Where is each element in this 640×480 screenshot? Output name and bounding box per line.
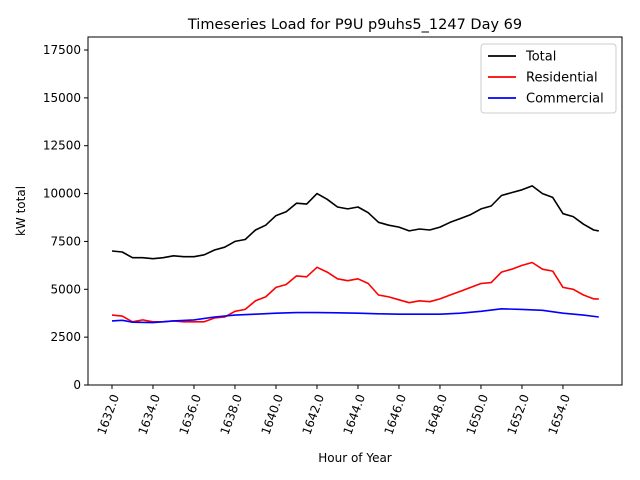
x-tick-label: 1640.0 — [259, 392, 287, 436]
y-axis-label: kW total — [14, 186, 28, 236]
x-tick-label: 1642.0 — [300, 392, 328, 436]
x-tick-label: 1650.0 — [464, 392, 492, 436]
chart-title: Timeseries Load for P9U p9uhs5_1247 Day … — [187, 17, 522, 33]
x-tick-label: 1636.0 — [177, 392, 205, 436]
legend: Total Residential Commercial — [480, 43, 617, 114]
series-line-commercial — [111, 307, 599, 324]
x-tick-label: 1654.0 — [546, 392, 574, 436]
legend-label: Total — [525, 50, 556, 65]
y-tick-label: 10000 — [43, 187, 81, 201]
series-line-residential — [111, 261, 599, 323]
x-tick-label: 1644.0 — [341, 392, 369, 436]
y-tick-label: 2500 — [50, 330, 81, 344]
y-tick-label: 0 — [73, 378, 81, 392]
x-tick-label: 1652.0 — [505, 392, 533, 436]
x-tick-label: 1646.0 — [382, 392, 410, 436]
legend-frame — [480, 43, 617, 114]
x-tick-label: 1632.0 — [95, 392, 123, 436]
x-tick-label: 1638.0 — [218, 392, 246, 436]
y-tick-label: 15000 — [43, 91, 81, 105]
plot-frame — [87, 36, 623, 386]
y-tick-label: 5000 — [50, 282, 81, 296]
legend-label: Commercial — [526, 92, 604, 107]
x-axis-label: Hour of Year — [318, 451, 392, 465]
y-tick-label: 7500 — [50, 234, 81, 248]
x-tick-label: 1634.0 — [136, 392, 164, 436]
y-tick-label: 12500 — [43, 139, 81, 153]
legend-label: Residential — [526, 71, 598, 86]
y-tick-label: 17500 — [43, 43, 81, 57]
series-line-total — [111, 185, 599, 260]
x-tick-label: 1648.0 — [423, 392, 451, 436]
